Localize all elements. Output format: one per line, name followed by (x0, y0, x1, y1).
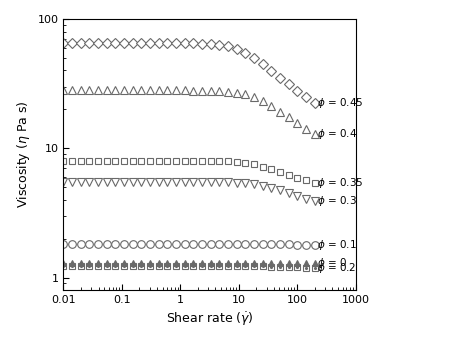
X-axis label: Shear rate ($\dot{\gamma}$): Shear rate ($\dot{\gamma}$) (165, 310, 253, 328)
Text: $\phi$ = 0.2: $\phi$ = 0.2 (317, 261, 356, 275)
Text: $\phi$ = 0: $\phi$ = 0 (317, 256, 347, 270)
Text: $\phi$ = 0.1: $\phi$ = 0.1 (317, 238, 357, 252)
Y-axis label: Viscosity ($\eta$ Pa s): Viscosity ($\eta$ Pa s) (15, 101, 32, 208)
Text: $\phi$ = 0.35: $\phi$ = 0.35 (317, 176, 364, 190)
Text: $\phi$ = 0.3: $\phi$ = 0.3 (317, 194, 357, 208)
Text: $\phi$ = 0.4: $\phi$ = 0.4 (317, 127, 357, 141)
Text: $\phi$ = 0.45: $\phi$ = 0.45 (317, 96, 364, 110)
